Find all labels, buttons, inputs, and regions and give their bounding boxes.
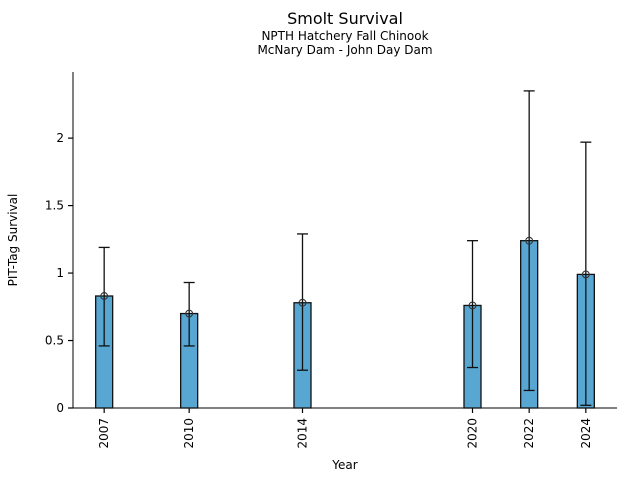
x-tick-label: 2020 xyxy=(466,418,480,449)
x-tick-label: 2014 xyxy=(296,418,310,449)
data-point-marker xyxy=(298,298,307,307)
x-tick-label: 2022 xyxy=(522,418,536,449)
y-tick-label: 1.5 xyxy=(45,199,64,213)
y-axis-label: PIT-Tag Survival xyxy=(6,194,20,287)
chart-subtitle-line2: McNary Dam - John Day Dam xyxy=(257,43,433,57)
y-tick-label: 2 xyxy=(56,131,64,145)
data-point-marker xyxy=(100,292,109,300)
x-axis-label: Year xyxy=(331,458,357,472)
data-point-marker xyxy=(468,301,477,310)
chart-subtitle-line1: NPTH Hatchery Fall Chinook xyxy=(261,29,429,43)
x-tick-label: 2007 xyxy=(97,418,111,449)
y-tick-label: 0.5 xyxy=(45,334,64,348)
data-point-marker xyxy=(185,309,194,318)
data-point-marker xyxy=(525,236,534,245)
chart-header: Smolt Survival NPTH Hatchery Fall Chinoo… xyxy=(73,9,617,57)
y-tick-label: 1 xyxy=(56,266,64,280)
x-tick-label: 2010 xyxy=(182,418,196,449)
y-tick-label: 0 xyxy=(56,401,64,415)
data-point-marker xyxy=(581,270,590,279)
chart-title: Smolt Survival xyxy=(287,9,403,28)
x-tick-label: 2024 xyxy=(579,418,593,449)
